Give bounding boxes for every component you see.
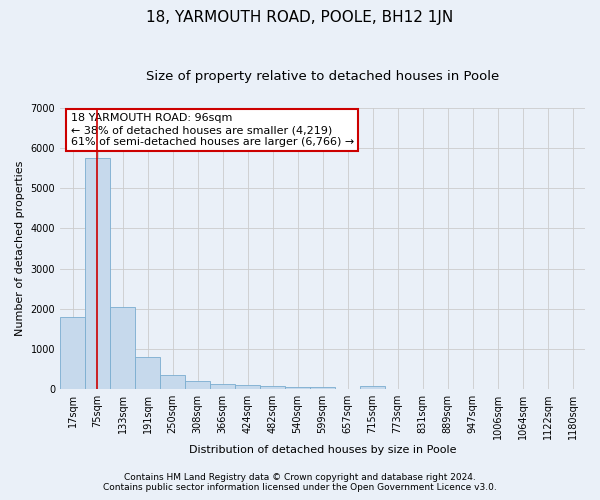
Title: Size of property relative to detached houses in Poole: Size of property relative to detached ho… — [146, 70, 499, 83]
Text: 18, YARMOUTH ROAD, POOLE, BH12 1JN: 18, YARMOUTH ROAD, POOLE, BH12 1JN — [146, 10, 454, 25]
Bar — [260, 386, 285, 389]
Bar — [60, 316, 85, 389]
X-axis label: Distribution of detached houses by size in Poole: Distribution of detached houses by size … — [189, 445, 456, 455]
Bar — [85, 158, 110, 389]
Bar — [285, 387, 310, 389]
Y-axis label: Number of detached properties: Number of detached properties — [15, 160, 25, 336]
Bar — [185, 381, 210, 389]
Text: Contains HM Land Registry data © Crown copyright and database right 2024.
Contai: Contains HM Land Registry data © Crown c… — [103, 473, 497, 492]
Bar — [360, 386, 385, 389]
Bar — [160, 376, 185, 389]
Bar — [135, 358, 160, 389]
Bar — [310, 387, 335, 389]
Bar — [235, 386, 260, 389]
Text: 18 YARMOUTH ROAD: 96sqm
← 38% of detached houses are smaller (4,219)
61% of semi: 18 YARMOUTH ROAD: 96sqm ← 38% of detache… — [71, 114, 354, 146]
Bar — [210, 384, 235, 389]
Bar — [110, 306, 135, 389]
